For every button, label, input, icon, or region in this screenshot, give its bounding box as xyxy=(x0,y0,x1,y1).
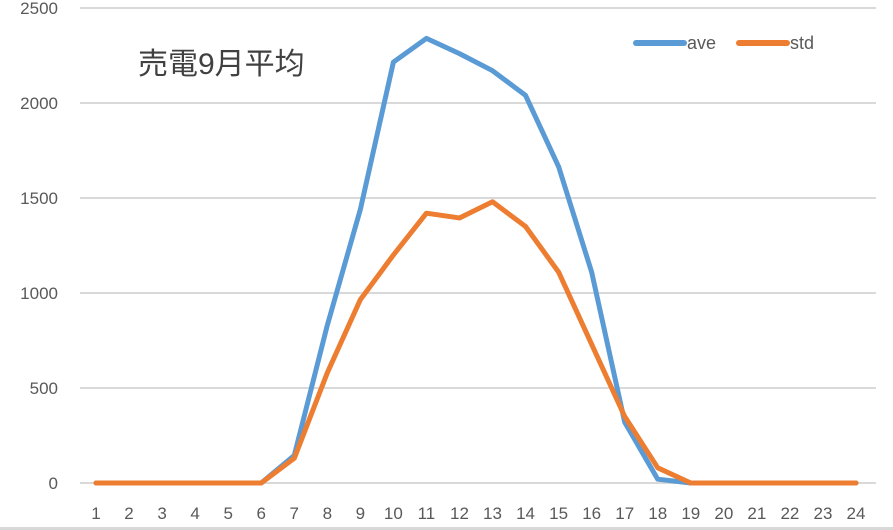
y-tick-label: 500 xyxy=(30,379,58,398)
x-tick-label: 9 xyxy=(356,504,365,523)
x-tick-label: 8 xyxy=(323,504,332,523)
x-tick-label: 19 xyxy=(681,504,700,523)
y-axis-labels: 0 500 1000 1500 2000 2500 xyxy=(20,0,58,493)
y-tick-label: 2500 xyxy=(20,0,58,18)
y-tick-label: 2000 xyxy=(20,94,58,113)
x-tick-label: 7 xyxy=(290,504,299,523)
x-tick-label: 10 xyxy=(384,504,403,523)
series-line-std xyxy=(93,199,859,486)
y-tick-label: 0 xyxy=(49,474,58,493)
x-tick-label: 5 xyxy=(223,504,232,523)
x-tick-label: 21 xyxy=(747,504,766,523)
x-tick-label: 11 xyxy=(418,504,436,523)
x-tick-label: 22 xyxy=(780,504,799,523)
x-tick-label: 17 xyxy=(615,504,634,523)
x-tick-label: 3 xyxy=(157,504,166,523)
x-tick-label: 1 xyxy=(91,504,100,523)
x-tick-label: 24 xyxy=(847,504,866,523)
legend: ave std xyxy=(633,33,814,53)
x-tick-label: 13 xyxy=(483,504,502,523)
bottom-border xyxy=(0,527,893,530)
x-tick-label: 18 xyxy=(648,504,667,523)
x-tick-label: 14 xyxy=(516,504,535,523)
x-tick-label: 15 xyxy=(549,504,568,523)
x-tick-label: 12 xyxy=(450,504,469,523)
series-lines xyxy=(93,35,859,486)
x-tick-label: 6 xyxy=(256,504,265,523)
y-tick-label: 1000 xyxy=(20,284,58,303)
legend-label-ave: ave xyxy=(687,33,716,53)
x-tick-label: 20 xyxy=(714,504,733,523)
x-tick-label: 2 xyxy=(124,504,133,523)
y-tick-label: 1500 xyxy=(20,189,58,208)
chart-title: 売電9月平均 xyxy=(138,48,305,81)
x-tick-label: 4 xyxy=(190,504,199,523)
x-tick-label: 23 xyxy=(813,504,832,523)
x-tick-label: 16 xyxy=(582,504,601,523)
x-axis-labels: 1 2 3 4 5 6 7 8 9 10 11 12 13 14 15 16 17 18 19 20 21 22 23 24 xyxy=(91,504,865,523)
legend-label-std: std xyxy=(790,33,814,53)
series-line-ave xyxy=(93,35,859,486)
